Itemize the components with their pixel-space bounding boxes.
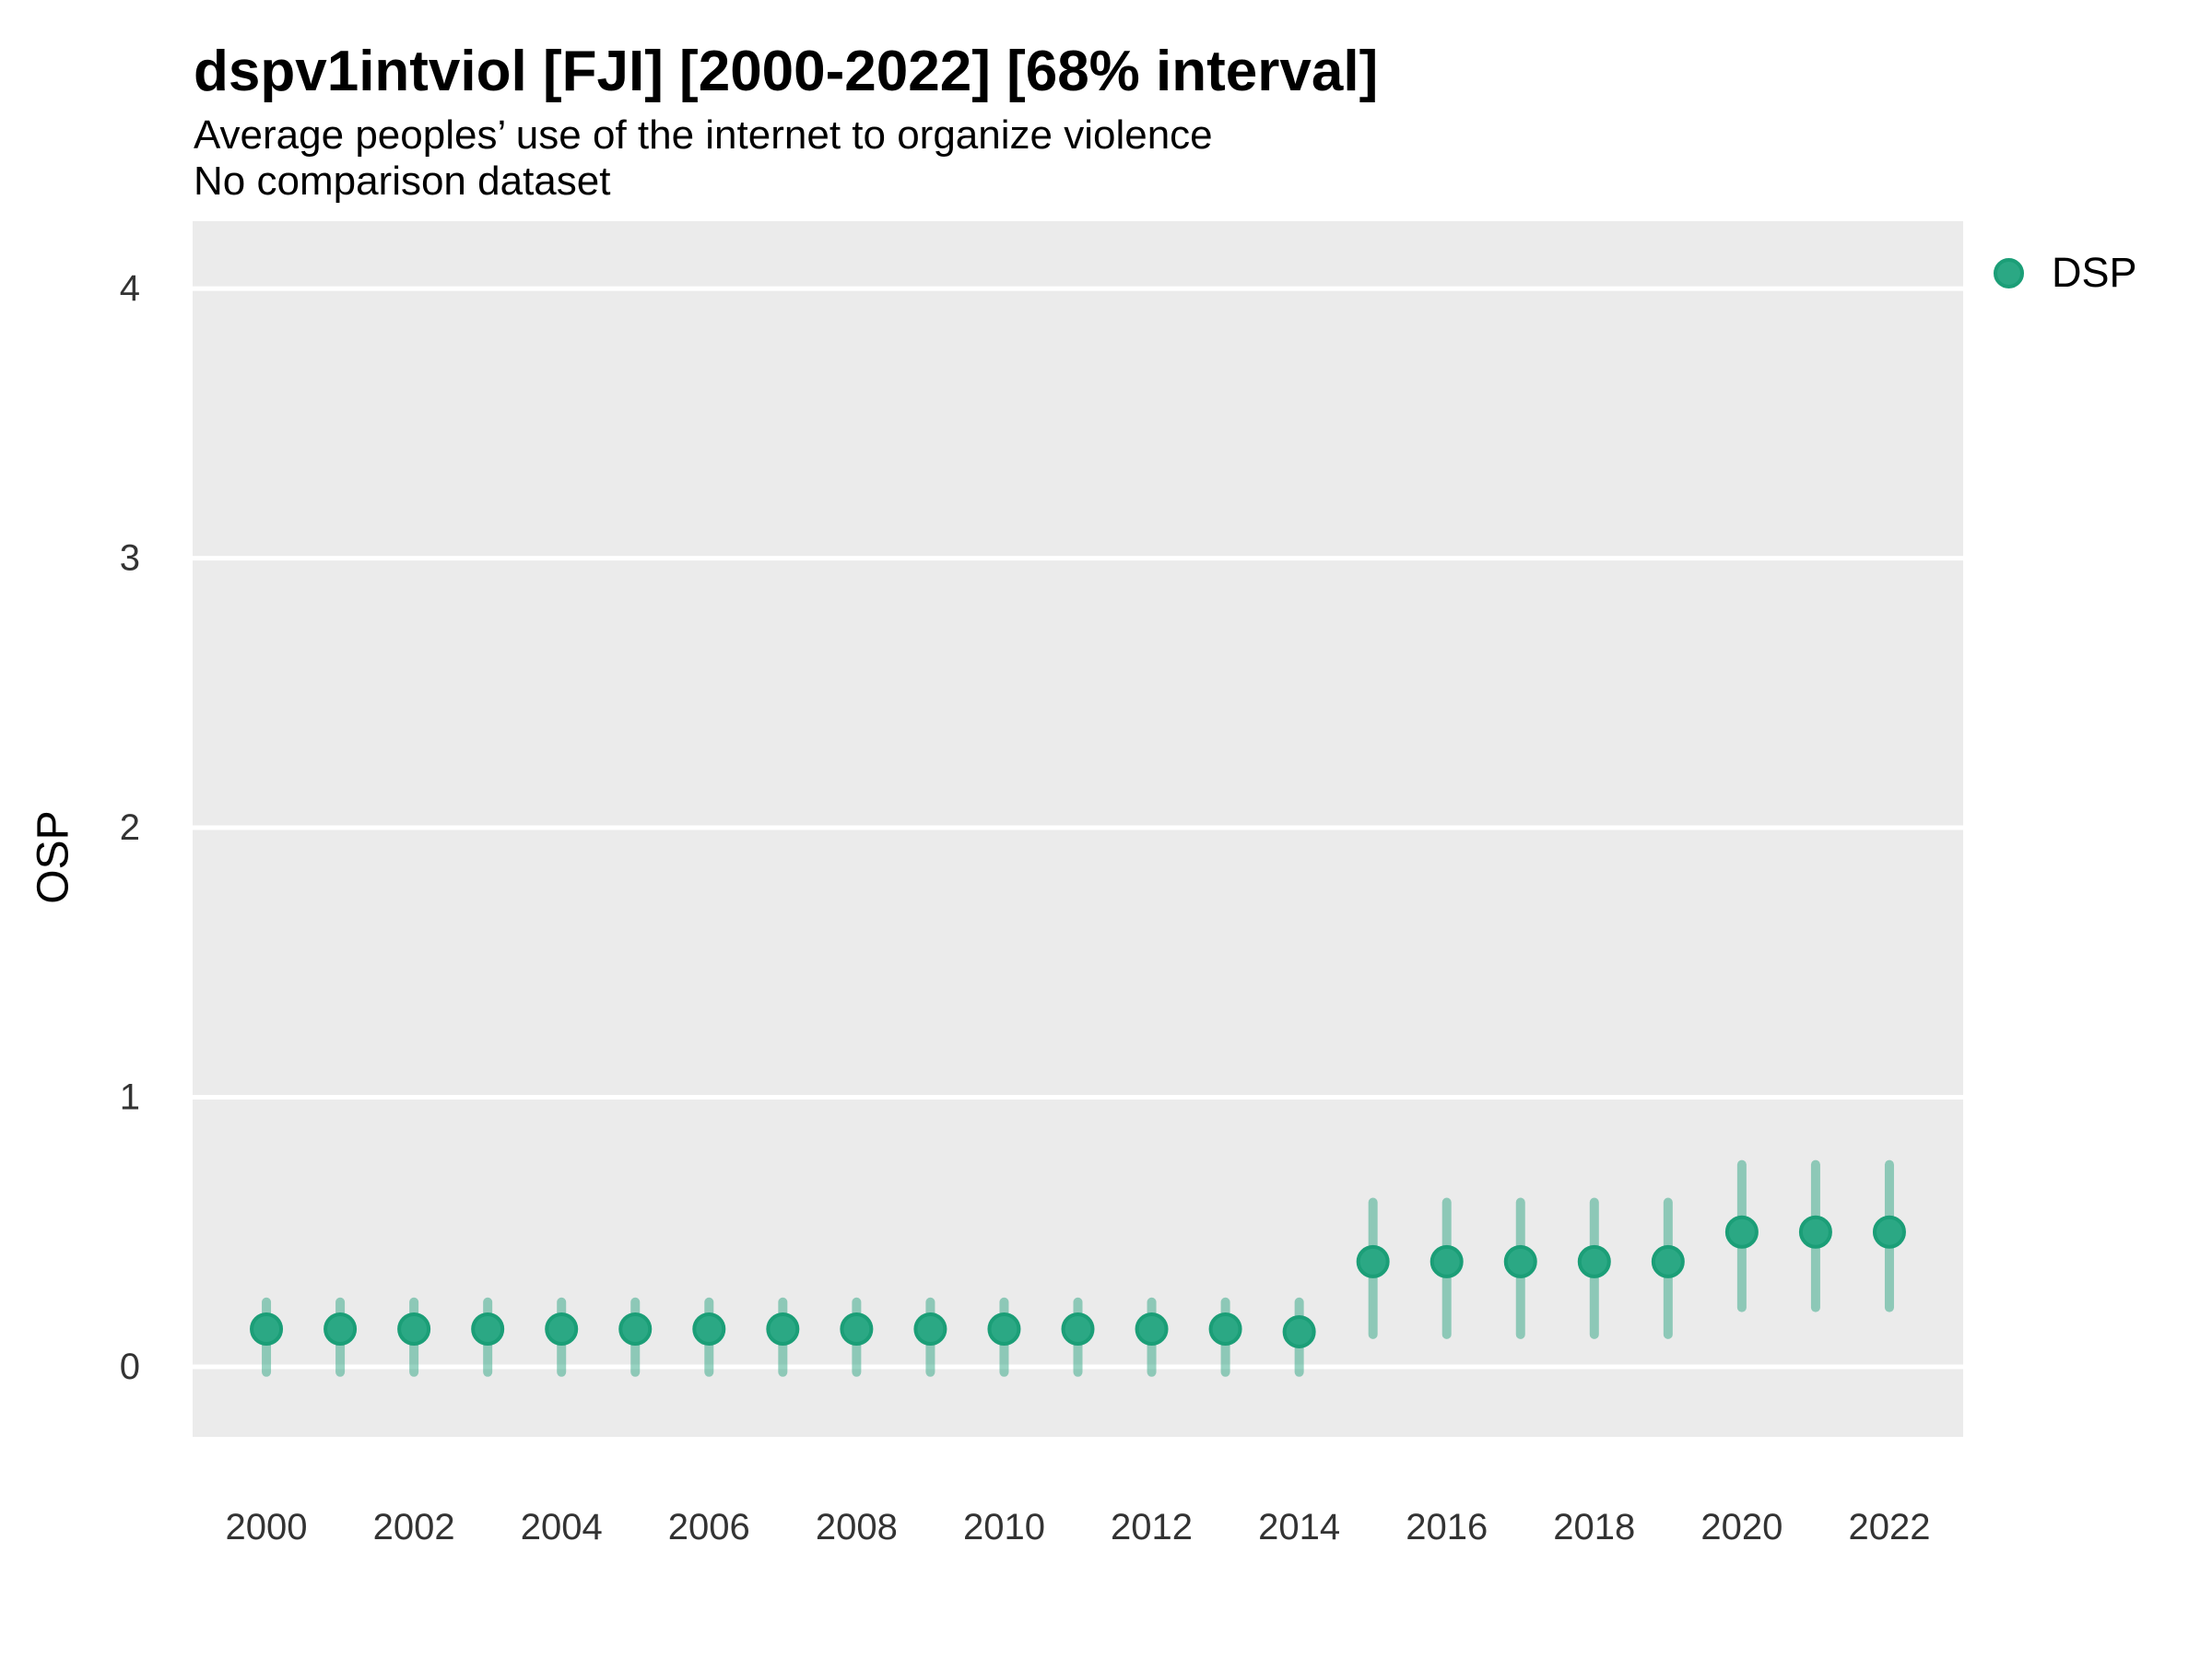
- data-point: [1356, 1244, 1390, 1278]
- x-tick-label: 2006: [668, 1507, 750, 1547]
- legend-point-icon: [1994, 257, 2024, 288]
- x-tick-label: 2020: [1700, 1507, 1783, 1547]
- y-tick-label: 4: [120, 268, 140, 309]
- x-tick-label: 2002: [373, 1507, 455, 1547]
- data-point: [1430, 1244, 1464, 1278]
- y-tick-label: 0: [120, 1347, 140, 1387]
- x-tick-label: 2022: [1848, 1507, 1930, 1547]
- data-point: [1651, 1244, 1685, 1278]
- data-point: [1577, 1244, 1611, 1278]
- x-tick-label: 2010: [963, 1507, 1045, 1547]
- data-point: [1503, 1244, 1537, 1278]
- legend-label: DSP: [2052, 249, 2137, 296]
- y-tick-label: 1: [120, 1077, 140, 1117]
- x-tick-label: 2000: [226, 1507, 308, 1547]
- data-point: [1135, 1312, 1169, 1347]
- x-tick-label: 2014: [1258, 1507, 1340, 1547]
- data-point: [1061, 1312, 1095, 1347]
- data-point: [545, 1312, 579, 1347]
- x-tick-label: 2018: [1553, 1507, 1635, 1547]
- data-point: [1282, 1314, 1316, 1348]
- y-tick-label: 3: [120, 538, 140, 579]
- data-point: [913, 1312, 947, 1347]
- data-point: [397, 1312, 431, 1347]
- data-point: [987, 1312, 1021, 1347]
- x-tick-label: 2016: [1406, 1507, 1488, 1547]
- chart-title: dspv1intviol [FJI] [2000-2022] [68% inte…: [194, 40, 1379, 103]
- chart-subtitle: Average peoples’ use of the internet to …: [194, 112, 1213, 158]
- data-point: [840, 1312, 874, 1347]
- x-tick-label: 2004: [521, 1507, 603, 1547]
- y-axis-title: OSP: [29, 810, 78, 904]
- data-point: [1798, 1215, 1832, 1249]
- chart-subtitle-2: No comparison dataset: [194, 159, 611, 204]
- data-point: [324, 1312, 358, 1347]
- data-point: [618, 1312, 653, 1347]
- x-tick-label: 2012: [1111, 1507, 1193, 1547]
- data-point: [471, 1312, 505, 1347]
- x-tick-label: 2008: [816, 1507, 898, 1547]
- data-point: [766, 1312, 800, 1347]
- data-point: [1724, 1215, 1759, 1249]
- data-point: [1872, 1215, 1906, 1249]
- legend: DSP: [1994, 249, 2137, 297]
- data-point: [692, 1312, 726, 1347]
- data-point: [1208, 1312, 1242, 1347]
- data-point: [250, 1312, 284, 1347]
- y-tick-label: 2: [120, 807, 140, 848]
